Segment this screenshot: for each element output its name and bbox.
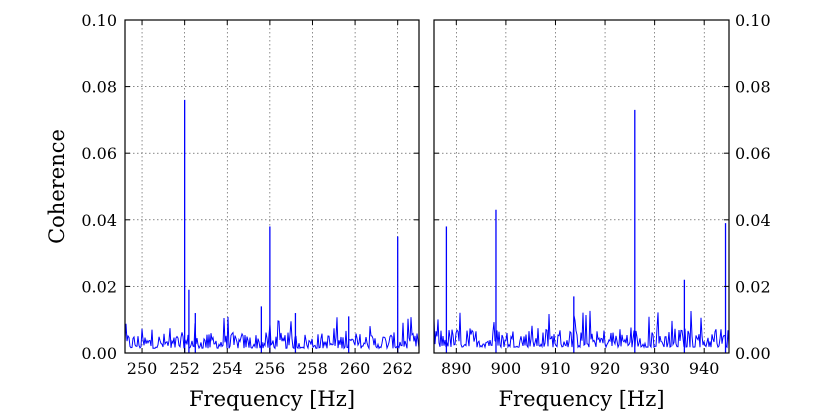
right-xtick-label-3: 920	[590, 359, 621, 378]
left-coherence-trace	[124, 316, 420, 351]
left-plot-frame	[124, 19, 420, 354]
right-ytick-label-4: 0.08	[735, 78, 771, 97]
right-xtick-label-2: 910	[540, 359, 571, 378]
right-ytick-label-5: 0.10	[735, 11, 771, 30]
left-xtick-label-1: 252	[169, 359, 200, 378]
left-xtick-label-5: 260	[340, 359, 371, 378]
right-ytick-label-2: 0.04	[735, 211, 771, 230]
right-ytick-label-1: 0.02	[735, 277, 771, 296]
left-xtick-label-4: 258	[297, 359, 328, 378]
right-xaxis-label: Frequency [Hz]	[498, 387, 664, 411]
left-xtick-label-6: 262	[382, 359, 413, 378]
left-ytick-label-3: 0.06	[81, 144, 117, 163]
left-ytick-label-1: 0.02	[81, 277, 117, 296]
left-xaxis-label: Frequency [Hz]	[189, 387, 355, 411]
left-xtick-label-3: 256	[255, 359, 286, 378]
right-plot-frame	[433, 19, 730, 354]
left-ytick-label-5: 0.10	[81, 11, 117, 30]
right-coherence-trace	[433, 310, 730, 350]
left-xtick-label-2: 254	[212, 359, 243, 378]
right-ytick-label-3: 0.06	[735, 144, 771, 163]
right-xtick-label-4: 930	[639, 359, 670, 378]
left-ytick-label-2: 0.04	[81, 211, 117, 230]
left-ytick-label-4: 0.08	[81, 78, 117, 97]
left-yaxis-label: Coherence	[45, 129, 69, 244]
right-xtick-label-0: 890	[441, 359, 472, 378]
right-xtick-label-1: 900	[491, 359, 522, 378]
left-ytick-label-0: 0.00	[81, 344, 117, 363]
right-ytick-label-0: 0.00	[735, 344, 771, 363]
left-xtick-label-0: 250	[127, 359, 158, 378]
right-xtick-label-5: 940	[689, 359, 720, 378]
